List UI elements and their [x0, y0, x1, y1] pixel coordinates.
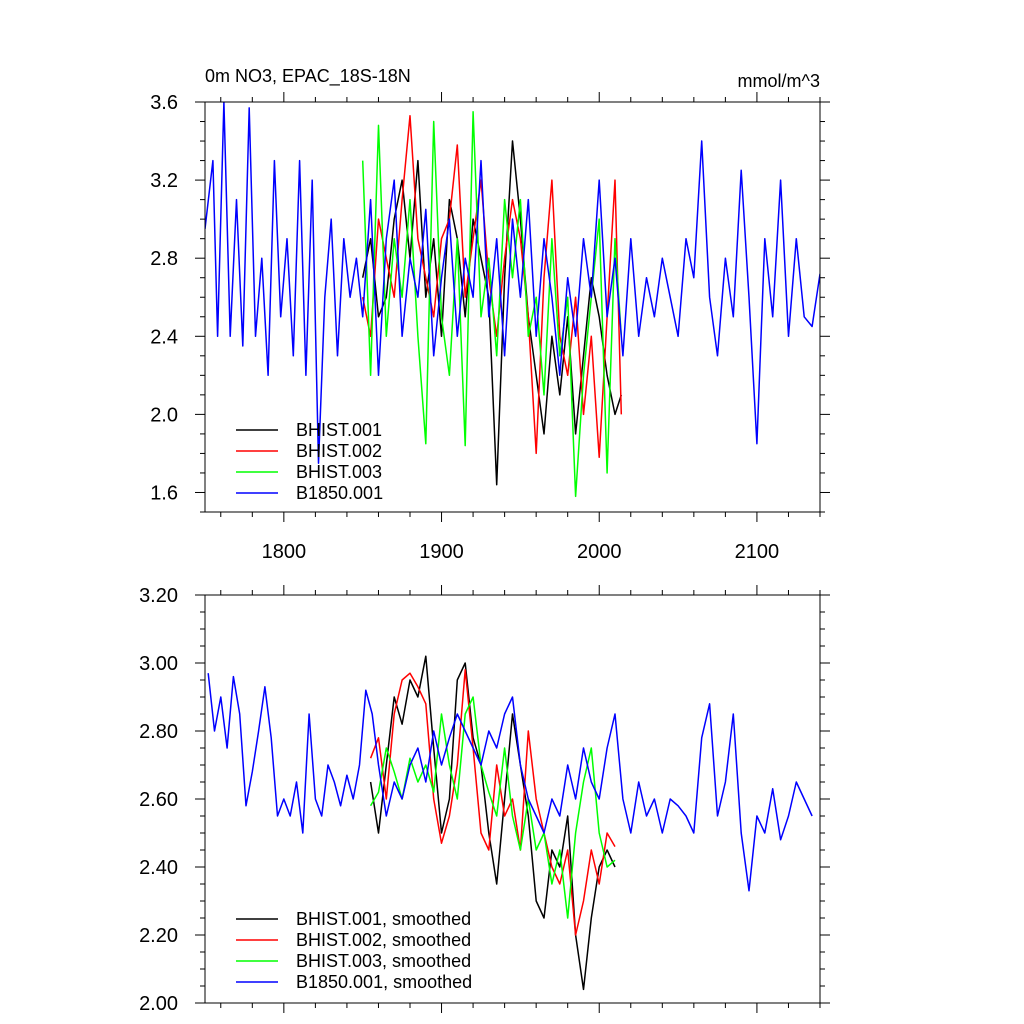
bottom-panel: 2.00 2.20 2.40 2.60 2.80 3.00 3.20 BHIST.001, s…	[139, 585, 830, 1015]
legend-label: BHIST.001	[296, 420, 382, 440]
series-line-bhist-001	[361, 140, 623, 486]
legend-label: BHIST.002	[296, 441, 382, 461]
legend-label: BHIST.002, smoothed	[296, 930, 471, 950]
y-tick-label: 2.40	[139, 857, 178, 879]
series-line-bhist-003	[361, 111, 623, 498]
y-tick-label: 2.20	[139, 925, 178, 947]
legend-label: BHIST.003	[296, 462, 382, 482]
y-tick-label: 2.0	[150, 404, 178, 426]
y-tick-label: 3.2	[150, 170, 178, 192]
y-tick-label: 2.00	[139, 993, 178, 1015]
y-tick-label: 3.6	[150, 92, 178, 114]
x-tick-label: 1800	[262, 541, 307, 563]
y-tick-label: 3.20	[139, 585, 178, 607]
x-tick-label: 2000	[577, 541, 622, 563]
series-line-b1850-001-smoothed	[207, 673, 813, 892]
legend-label: BHIST.003, smoothed	[296, 951, 471, 971]
series-group	[205, 102, 820, 498]
x-tick-label: 1900	[419, 541, 464, 563]
y-tick-label: 2.60	[139, 789, 178, 811]
y-tick-label: 1.6	[150, 482, 178, 504]
y-tick-label: 2.80	[139, 721, 178, 743]
legend-label: BHIST.001, smoothed	[296, 909, 471, 929]
legend-label: B1850.001	[296, 483, 383, 503]
y-tick-label: 3.00	[139, 653, 178, 675]
x-tick-label: 2100	[735, 541, 780, 563]
legend-label: B1850.001, smoothed	[296, 972, 472, 992]
series-line-bhist-002-smoothed	[369, 669, 616, 936]
series-line-b1850-001	[205, 102, 820, 464]
top-chart-title: 0m NO3, EPAC_18S-18N	[205, 66, 411, 87]
plot-frame	[204, 101, 821, 513]
top-chart-units: mmol/m^3	[738, 71, 820, 91]
y-tick-label: 2.4	[150, 326, 178, 348]
series-group	[207, 655, 813, 991]
top-panel: 0m NO3, EPAC_18S-18N mmol/m^3 1.6 2.0 2.4 2…	[150, 66, 830, 563]
y-tick-label: 2.8	[150, 248, 178, 270]
